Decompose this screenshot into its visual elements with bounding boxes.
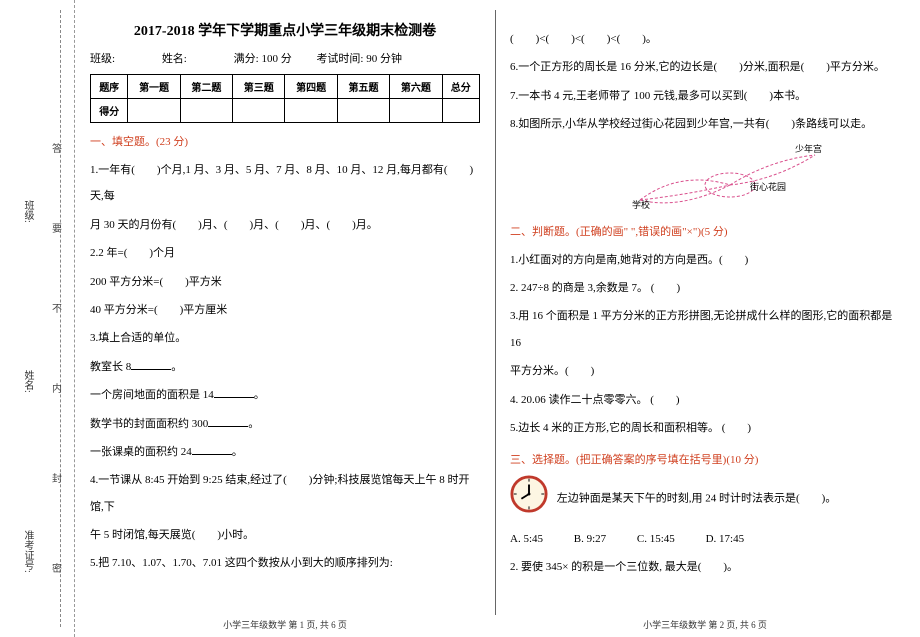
section2-head: 二、判断题。(正确的画" ",错误的画"×")(5 分) bbox=[510, 223, 900, 239]
blank bbox=[131, 358, 171, 370]
q4-line2: 午 5 时闭馆,每天展览( )小时。 bbox=[90, 522, 480, 548]
exam-title: 2017-2018 学年下学期重点小学三年级期末检测卷 bbox=[90, 20, 480, 40]
footer-right: 小学三年级数学 第 2 页, 共 6 页 bbox=[500, 618, 910, 631]
q3d-text: 一张课桌的面积约 24 bbox=[90, 446, 192, 458]
opt-b: B. 9:27 bbox=[574, 526, 606, 552]
q3c: 数学书的封面面积约 300。 bbox=[90, 411, 480, 437]
binding-char: 要 bbox=[52, 220, 68, 235]
section1-head: 一、填空题。(23 分) bbox=[90, 133, 480, 149]
s2q5: 5.边长 4 米的正方形,它的周长和面积相等。 ( ) bbox=[510, 415, 900, 441]
q3-head: 3.填上合适的单位。 bbox=[90, 325, 480, 351]
binding-char: 内 bbox=[52, 380, 68, 395]
score-cell bbox=[180, 99, 232, 123]
score-cell bbox=[390, 99, 442, 123]
opt-a: A. 5:45 bbox=[510, 526, 543, 552]
q2-line3: 40 平方分米=( )平方厘米 bbox=[90, 297, 480, 323]
s2q3b: 平方分米。( ) bbox=[510, 358, 900, 384]
blank bbox=[214, 386, 254, 398]
binding-char: 不 bbox=[52, 300, 68, 315]
th-q4: 第四题 bbox=[285, 75, 337, 99]
q2-line1: 2.2 年=( )个月 bbox=[90, 240, 480, 266]
q3b: 一个房间地面的面积是 14。 bbox=[90, 382, 480, 408]
score-cell bbox=[337, 99, 389, 123]
class-label: 班级: bbox=[90, 53, 115, 65]
binding-margin: 班级: 姓名: 准考证号: 答 要 不 内 封 密 bbox=[0, 0, 75, 637]
score-cell bbox=[285, 99, 337, 123]
table-row: 题序 第一题 第二题 第三题 第四题 第五题 第六题 总分 bbox=[91, 75, 480, 99]
page-separator bbox=[495, 10, 496, 615]
route-diagram: 学校 街心花园 少年宫 bbox=[630, 140, 830, 210]
binding-labels: 班级: 姓名: 准考证号: bbox=[20, 0, 40, 637]
binding-char: 密 bbox=[52, 560, 68, 575]
q5-cont: ( )<( )<( )<( )。 bbox=[510, 26, 900, 52]
th-q1: 第一题 bbox=[128, 75, 180, 99]
s2q3a: 3.用 16 个面积是 1 平方分米的正方形拼图,无论拼成什么样的图形,它的面积… bbox=[510, 303, 900, 356]
s3q1-options: A. 5:45 B. 9:27 C. 15:45 D. 17:45 bbox=[510, 526, 900, 552]
opt-d: D. 17:45 bbox=[706, 526, 745, 552]
binding-exam-label: 准考证号: bbox=[20, 530, 35, 573]
footer-left: 小学三年级数学 第 1 页, 共 6 页 bbox=[80, 618, 490, 631]
diagram-school-label: 学校 bbox=[632, 199, 650, 210]
time-label: 考试时间: bbox=[316, 53, 363, 65]
fullscore-label: 满分 bbox=[234, 53, 256, 65]
diagram-garden-label: 街心花园 bbox=[750, 181, 786, 192]
score-cell bbox=[233, 99, 285, 123]
name-label: 姓名: bbox=[162, 53, 187, 65]
th-seq: 题序 bbox=[91, 75, 128, 99]
blank bbox=[208, 415, 248, 427]
s3q1-text: 左边钟面是某天下午的时刻,用 24 时计时法表示是( )。 bbox=[557, 493, 837, 505]
s3q1: 左边钟面是某天下午的时刻,用 24 时计时法表示是( )。 bbox=[510, 475, 900, 523]
q2-line2: 200 平方分米=( )平方米 bbox=[90, 269, 480, 295]
time-value: 90 分钟 bbox=[366, 53, 402, 65]
th-total: 总分 bbox=[442, 75, 479, 99]
score-cell bbox=[442, 99, 479, 123]
binding-char: 答 bbox=[52, 140, 68, 155]
q3b-text: 一个房间地面的面积是 14 bbox=[90, 389, 214, 401]
s2q2: 2. 247÷8 的商是 3,余数是 7。 ( ) bbox=[510, 275, 900, 301]
q1-line2: 月 30 天的月份有( )月、( )月、( )月、( )月。 bbox=[90, 212, 480, 238]
section3-head: 三、选择题。(把正确答案的序号填在括号里)(10 分) bbox=[510, 451, 900, 467]
q4-line1: 4.一节课从 8:45 开始到 9:25 结束,经过了( )分钟;科技展览馆每天… bbox=[90, 467, 480, 520]
q1-line1: 1.一年有( )个月,1 月、3 月、5 月、7 月、8 月、10 月、12 月… bbox=[90, 157, 480, 210]
th-q6: 第六题 bbox=[390, 75, 442, 99]
q3d: 一张课桌的面积约 24。 bbox=[90, 439, 480, 465]
page-left: 2017-2018 学年下学期重点小学三年级期末检测卷 班级: 姓名: 满分: … bbox=[80, 0, 490, 637]
q6: 6.一个正方形的周长是 16 分米,它的边长是( )分米,面积是( )平方分米。 bbox=[510, 54, 900, 80]
q7: 7.一本书 4 元,王老师带了 100 元钱,最多可以买到( )本书。 bbox=[510, 83, 900, 109]
clock-icon bbox=[510, 475, 548, 523]
fullscore-value: 100 分 bbox=[261, 53, 291, 65]
exam-subhead: 班级: 姓名: 满分: 100 分 考试时间: 90 分钟 bbox=[90, 50, 480, 66]
q8: 8.如图所示,小华从学校经过街心花园到少年宫,一共有( )条路线可以走。 bbox=[510, 111, 900, 137]
s2q1: 1.小红面对的方向是南,她背对的方向是西。( ) bbox=[510, 247, 900, 273]
table-row: 得分 bbox=[91, 99, 480, 123]
th-q5: 第五题 bbox=[337, 75, 389, 99]
page-right: ( )<( )<( )<( )。 6.一个正方形的周长是 16 分米,它的边长是… bbox=[500, 0, 910, 637]
q3c-text: 数学书的封面面积约 300 bbox=[90, 418, 208, 430]
q3a-text: 教室长 8 bbox=[90, 361, 131, 373]
binding-dotted-line bbox=[60, 10, 61, 627]
opt-c: C. 15:45 bbox=[637, 526, 675, 552]
score-table: 题序 第一题 第二题 第三题 第四题 第五题 第六题 总分 得分 bbox=[90, 74, 480, 123]
binding-name-label: 姓名: bbox=[20, 370, 35, 393]
th-q3: 第三题 bbox=[233, 75, 285, 99]
th-q2: 第二题 bbox=[180, 75, 232, 99]
q3a: 教室长 8。 bbox=[90, 354, 480, 380]
binding-class-label: 班级: bbox=[20, 200, 35, 223]
score-cell bbox=[128, 99, 180, 123]
s2q4: 4. 20.06 读作二十点零零六。 ( ) bbox=[510, 387, 900, 413]
row-score-label: 得分 bbox=[91, 99, 128, 123]
binding-char: 封 bbox=[52, 470, 68, 485]
s3q2: 2. 要使 345× 的积是一个三位数, 最大是( )。 bbox=[510, 554, 900, 580]
blank bbox=[192, 443, 232, 455]
diagram-palace-label: 少年宫 bbox=[795, 143, 822, 154]
q5: 5.把 7.10、1.07、1.70、7.01 这四个数按从小到大的顺序排列为: bbox=[90, 550, 480, 576]
